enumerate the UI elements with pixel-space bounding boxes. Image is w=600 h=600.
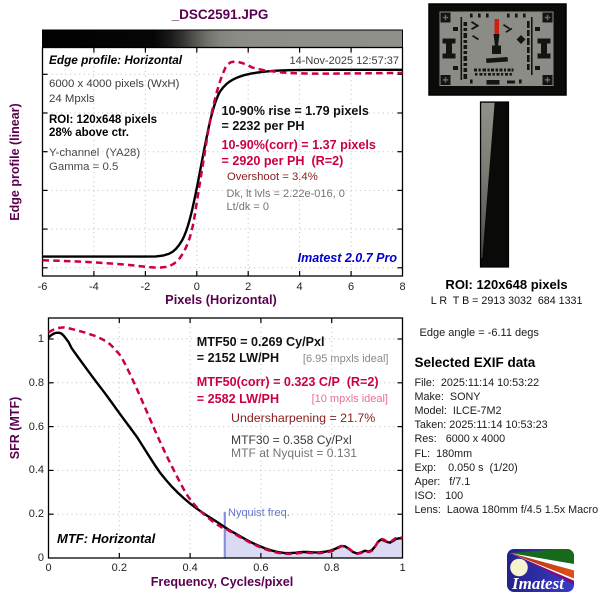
- svg-text:Imatest: Imatest: [511, 574, 565, 593]
